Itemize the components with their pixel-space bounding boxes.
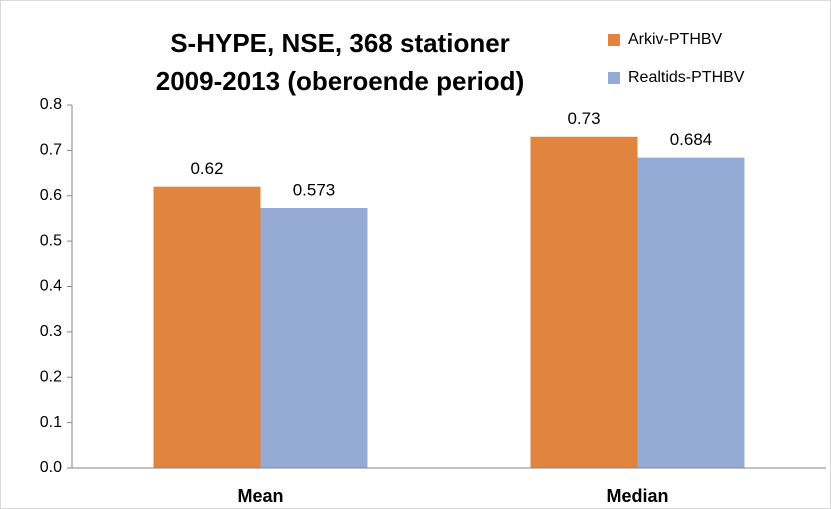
- chart-title: S-HYPE, NSE, 368 stationer: [170, 28, 510, 58]
- bar: [153, 186, 261, 469]
- legend-swatch: [608, 34, 620, 46]
- data-label: 0.573: [293, 180, 336, 199]
- data-label: 0.73: [567, 109, 600, 128]
- y-tick-label: 0.6: [40, 187, 62, 204]
- data-label: 0.684: [670, 130, 713, 149]
- bar: [530, 136, 638, 468]
- bar: [260, 208, 368, 468]
- legend-label: Realtids-PTHBV: [628, 69, 745, 86]
- legend-label: Arkiv-PTHBV: [628, 31, 723, 48]
- y-tick-label: 0.2: [40, 368, 62, 385]
- y-tick-label: 0.0: [40, 459, 62, 476]
- y-tick-label: 0.5: [40, 232, 62, 249]
- y-tick-label: 0.1: [40, 414, 62, 431]
- y-tick-label: 0.7: [40, 142, 62, 159]
- y-tick-label: 0.3: [40, 323, 62, 340]
- x-tick-label: Mean: [237, 486, 283, 506]
- chart-title: 2009-2013 (oberoende period): [156, 66, 524, 96]
- legend-swatch: [608, 72, 620, 84]
- bar: [637, 157, 745, 468]
- y-tick-label: 0.8: [40, 96, 62, 113]
- x-tick-label: Median: [606, 486, 668, 506]
- y-tick-label: 0.4: [40, 278, 62, 295]
- data-label: 0.62: [190, 159, 223, 178]
